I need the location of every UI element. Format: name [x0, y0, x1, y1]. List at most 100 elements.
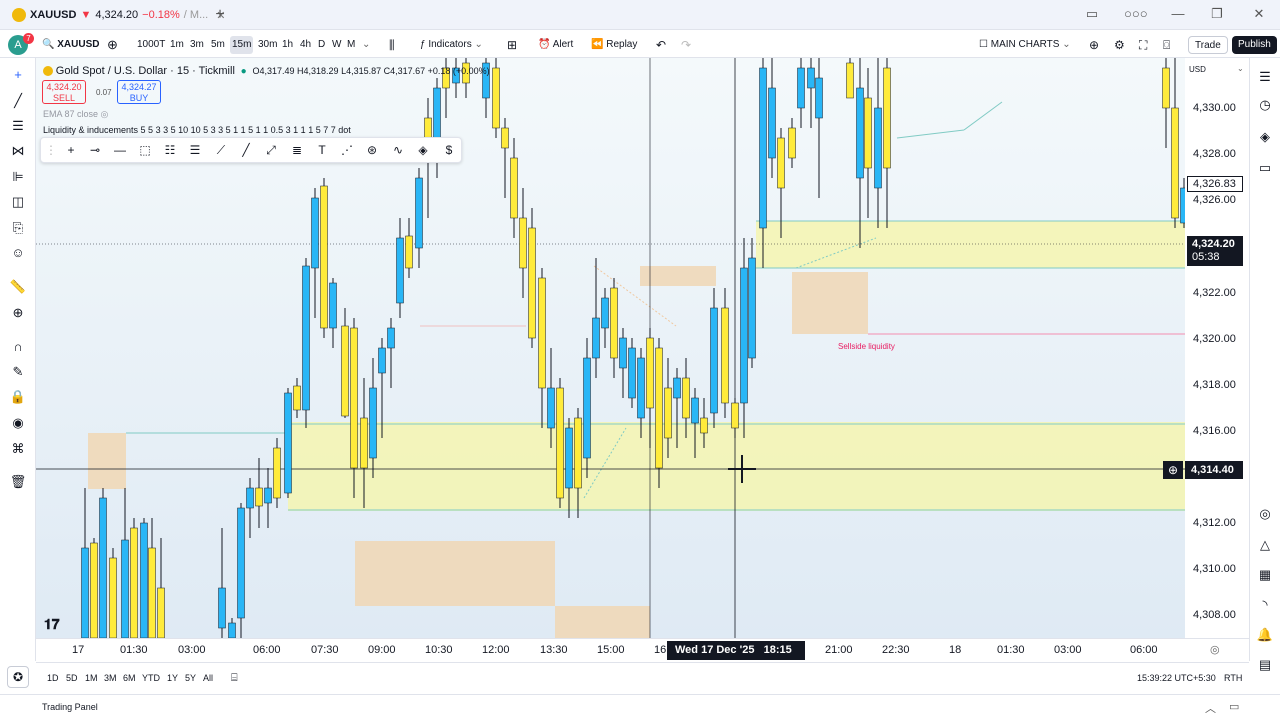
calendar-icon[interactable]: ▦	[1258, 567, 1272, 582]
price-range-tool-icon[interactable]: $	[445, 143, 453, 157]
eye-hidden-icon[interactable]: ◎	[100, 109, 109, 119]
alert-button[interactable]: ⏰ Alert	[538, 36, 573, 54]
new-tab-button[interactable]: +	[215, 6, 225, 23]
line-tool-icon[interactable]: ╱	[242, 143, 250, 157]
extended-tool-icon[interactable]: ⤢	[266, 143, 276, 157]
camera-icon[interactable]: ⌼	[1163, 38, 1171, 52]
close-window-button[interactable]: ✕	[1253, 6, 1265, 21]
brush-icon[interactable]: ◫	[11, 194, 25, 209]
settings-icon[interactable]: ⚙	[1114, 38, 1125, 52]
forecast-icon[interactable]: ⊫	[12, 169, 24, 184]
emoji-icon[interactable]: ☺	[11, 245, 25, 260]
maximize-button[interactable]: ❐	[1211, 6, 1223, 21]
axis-settings-icon[interactable]: ◎	[1210, 644, 1220, 656]
eye-icon[interactable]: ◉	[12, 415, 24, 430]
target-icon[interactable]: ◎	[1259, 506, 1271, 521]
interval-1m[interactable]: 1m	[170, 39, 184, 50]
cross-tool-icon[interactable]: +	[67, 143, 75, 157]
text-tool-icon[interactable]: T	[318, 143, 326, 157]
range-6m[interactable]: 6M	[123, 673, 136, 683]
compare-button[interactable]: ⊕	[107, 37, 118, 52]
zoom-icon[interactable]: ⊕	[1089, 38, 1100, 52]
session-label[interactable]: RTH	[1224, 673, 1243, 683]
goto-date-icon[interactable]: ⌸	[231, 672, 238, 684]
price-axis[interactable]: USD ⌄ 4,330.00 4,328.00 4,326.00 4,322.0…	[1185, 58, 1249, 638]
brush-tool-icon[interactable]: ◈	[418, 143, 428, 157]
fib-tool-icon[interactable]: ☷	[164, 143, 176, 157]
interval-5m[interactable]: 5m	[211, 39, 225, 50]
candles-icon[interactable]: ⫼	[389, 38, 395, 52]
drag-handle-icon[interactable]: ⋮	[45, 143, 57, 157]
templates-icon[interactable]: ⊞	[507, 38, 518, 52]
pattern-icon[interactable]: ⋈	[11, 143, 25, 158]
indicator-legend[interactable]: Liquidity & inducements 5 5 3 3 5 10 10 …	[43, 125, 351, 135]
trend-tool-icon[interactable]: ⟋	[216, 143, 226, 157]
maximize-panel-icon[interactable]: ▭	[1229, 701, 1240, 713]
watchlist-icon[interactable]: ☰	[1259, 69, 1271, 84]
star-badge-icon[interactable]: ✪	[7, 666, 29, 688]
parallel-tool-icon[interactable]: ≣	[291, 143, 303, 157]
text-icon[interactable]: ⎘	[12, 220, 24, 235]
range-5y[interactable]: 5Y	[185, 673, 197, 683]
fullscreen-icon[interactable]: ⛶	[1139, 38, 1148, 52]
trade-button[interactable]: Trade	[1188, 36, 1228, 54]
interval-15m[interactable]: 15m	[230, 36, 254, 54]
interval-1h[interactable]: 1h	[282, 39, 294, 50]
alerts-clock-icon[interactable]: ◷	[1259, 97, 1271, 112]
screen-icon[interactable]: ▭	[1085, 6, 1099, 21]
publish-button[interactable]: Publish	[1232, 36, 1277, 54]
interval-4h[interactable]: 4h	[300, 39, 312, 50]
buy-button[interactable]: 4,324.27 BUY	[117, 80, 161, 104]
layers-icon[interactable]: ◈	[1260, 129, 1270, 144]
chevron-up-icon[interactable]: ︿	[1205, 703, 1216, 715]
lock-icon[interactable]: 🔒	[9, 389, 27, 404]
range-ytd[interactable]: YTD	[142, 673, 160, 683]
interval-3m[interactable]: 3m	[190, 39, 204, 50]
sell-button[interactable]: 4,324.20 SELL	[42, 80, 86, 104]
close-tab-icon[interactable]: ✕	[216, 9, 226, 22]
interval-1000t[interactable]: 1000T	[137, 39, 166, 50]
range-1y[interactable]: 1Y	[167, 673, 179, 683]
chevron-down-icon[interactable]: ⌄	[362, 39, 371, 50]
channel-tool-icon[interactable]: ☰	[189, 143, 201, 157]
currency-chevron-icon[interactable]: ⌄	[1237, 64, 1244, 73]
trash-icon[interactable]: 🗑	[9, 474, 27, 489]
clock-label[interactable]: 15:39:22 UTC+5:30	[1137, 673, 1216, 683]
pattern-tool-icon[interactable]: ⊛	[366, 143, 378, 157]
interval-30m[interactable]: 30m	[258, 39, 278, 50]
interval-d[interactable]: D	[318, 39, 326, 50]
trading-panel-label[interactable]: Trading Panel	[42, 702, 98, 712]
crosshair-icon[interactable]: +	[14, 67, 22, 82]
zoom-in-icon[interactable]: ⊕	[12, 305, 24, 320]
symbol-search[interactable]: 🔍 XAUUSD	[42, 36, 99, 54]
more-icon[interactable]: ○○○	[1124, 6, 1148, 21]
trendline-icon[interactable]: ╱	[14, 93, 22, 108]
object-tree-icon[interactable]: ⌘	[11, 441, 25, 456]
add-alert-plus-icon[interactable]: ⊕	[1163, 461, 1183, 479]
hline-tool-icon[interactable]: ⊸	[89, 143, 101, 157]
magnet-icon[interactable]: ∩	[13, 339, 23, 354]
layout-button[interactable]: ☐ MAIN CHARTS ⌄	[979, 39, 1071, 50]
replay-button[interactable]: ⏪ Replay	[591, 36, 637, 54]
path-tool-icon[interactable]: ⋰	[341, 143, 353, 157]
range-1d[interactable]: 1D	[47, 673, 59, 683]
redo-icon[interactable]: ↷	[681, 38, 692, 52]
interval-m[interactable]: M	[347, 39, 356, 50]
ruler-icon[interactable]: 📏	[9, 279, 27, 294]
rectangle-tool-icon[interactable]: ⬚	[139, 143, 151, 157]
minimize-button[interactable]: —	[1171, 6, 1185, 21]
wave-tool-icon[interactable]: ∿	[392, 143, 404, 157]
ideas-icon[interactable]: △	[1260, 537, 1270, 552]
range-1m[interactable]: 1M	[85, 673, 98, 683]
range-5d[interactable]: 5D	[66, 673, 78, 683]
fib-icon[interactable]: ☰	[12, 118, 24, 133]
range-all[interactable]: All	[203, 673, 214, 683]
indicators-button[interactable]: ƒ Indicators ⌄	[420, 39, 483, 50]
undo-icon[interactable]: ↶	[656, 38, 667, 52]
notifications-bell-icon[interactable]: 🔔	[1256, 627, 1274, 642]
chat-icon[interactable]: ▭	[1258, 160, 1272, 175]
pencil-lock-icon[interactable]: ✎	[12, 364, 24, 379]
range-3m[interactable]: 3M	[104, 673, 117, 683]
chart-tab[interactable]: XAUUSD ▼ 4,324.20 −0.18% / M... ✕	[6, 4, 231, 26]
news-icon[interactable]: ◝	[1262, 597, 1268, 612]
